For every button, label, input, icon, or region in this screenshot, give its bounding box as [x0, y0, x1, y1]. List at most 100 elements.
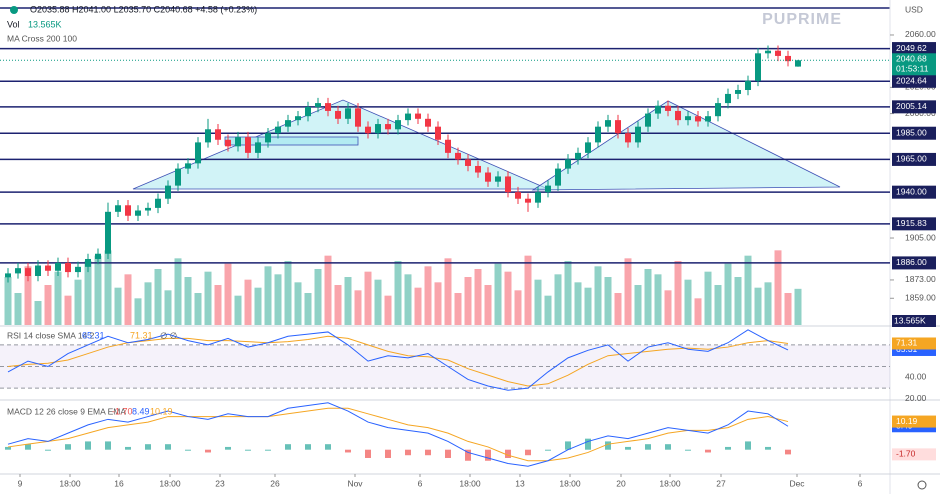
rsi-value-label: 71.31: [896, 338, 918, 348]
candle-body: [65, 262, 71, 273]
macd-histogram: [45, 449, 51, 451]
candle-body: [425, 118, 431, 127]
volume-bar: [314, 269, 322, 325]
macd-histogram: [665, 444, 671, 450]
candle-body: [415, 113, 421, 119]
macd-histogram: [745, 441, 751, 450]
candle-body: [715, 103, 721, 117]
macd-histogram: [205, 449, 211, 453]
level-label: 2049.62: [896, 43, 927, 53]
candle-body: [385, 124, 391, 130]
candle-body: [345, 108, 351, 119]
volume-bar: [784, 293, 792, 325]
volume-bar: [134, 298, 142, 325]
level-box: [892, 185, 936, 199]
candle-body: [695, 116, 701, 122]
level-box: [892, 100, 936, 114]
volume-bar: [794, 288, 802, 325]
candle-body: [355, 108, 361, 127]
volume-bar: [454, 293, 462, 325]
candle-body: [745, 80, 751, 90]
volume-bar: [374, 279, 382, 325]
candle-body: [175, 168, 181, 186]
x-tick-label: 6: [858, 478, 863, 488]
macd-histogram: [345, 449, 351, 453]
volume-bar: [774, 250, 782, 325]
volume-bar: [464, 277, 472, 325]
x-tick-label: 27: [716, 478, 726, 488]
macd-histogram: [225, 446, 231, 450]
candle-body: [265, 133, 271, 143]
level-box: [892, 152, 936, 166]
volume-bar: [604, 277, 612, 325]
macd-histogram: [485, 449, 491, 461]
volume-bar: [594, 266, 602, 325]
x-tick-label: 18:00: [659, 478, 681, 488]
x-tick-label: Nov: [347, 478, 363, 488]
volume-bar: [704, 271, 712, 325]
last-price-box: [892, 53, 936, 76]
candle-body: [755, 53, 761, 81]
macd-histogram: [785, 449, 791, 455]
x-tick-label: 18:00: [459, 478, 481, 488]
macd-header-value: 10.19: [150, 406, 173, 416]
candle-body: [305, 107, 311, 117]
candle-body: [105, 211, 111, 254]
candle-body: [565, 159, 571, 169]
macd-histogram: [325, 444, 331, 450]
volume-bar: [534, 279, 542, 325]
candle-body: [595, 126, 601, 143]
candle-body: [135, 210, 141, 216]
candle-body: [605, 120, 611, 127]
candle-body: [495, 176, 501, 182]
volume-bar: [204, 271, 212, 325]
candle-body: [405, 113, 411, 121]
x-tick-label: 9: [18, 478, 23, 488]
volume-bar: [524, 255, 532, 325]
macd-histogram: [685, 449, 691, 451]
volume-bar: [364, 271, 372, 325]
candle-body: [795, 60, 801, 67]
volume-bar: [634, 285, 642, 325]
rsi-tick-label: 40.00: [905, 372, 927, 382]
level-box: [892, 42, 936, 56]
candle-body: [435, 126, 441, 140]
candle-body: [255, 142, 261, 153]
volume-bar: [584, 287, 592, 325]
level-label: 1965.00: [896, 154, 927, 164]
volume-bar: [474, 269, 482, 325]
candle-body: [275, 126, 281, 134]
ohlc-legend: O2035.88 H2041.00 L2035.70 C2040.68 +4.5…: [30, 4, 257, 14]
countdown: 01:53:11: [896, 64, 929, 74]
volume-bar: [494, 263, 502, 325]
candle-body: [185, 163, 191, 169]
candle-body: [245, 137, 251, 153]
overlay: O2035.88 H2041.00 L2035.70 C2040.68 +4.5…: [7, 4, 936, 490]
candle-body: [585, 142, 591, 153]
settings-icon[interactable]: [917, 480, 927, 490]
volume-bar: [264, 266, 272, 325]
volume-bar: [684, 279, 692, 325]
volume-bar: [514, 290, 522, 325]
macd-histogram: [405, 449, 411, 456]
candle-body: [55, 262, 61, 271]
macd-histogram: [165, 444, 171, 450]
macd-histogram: [285, 444, 291, 450]
volume-bar: [324, 255, 332, 325]
macd-histogram: [25, 444, 31, 450]
candle-body: [335, 110, 341, 119]
x-tick-label: 18:00: [59, 478, 81, 488]
candle-body: [475, 165, 481, 173]
candle-body: [155, 198, 161, 208]
macd-header-value: 8.49: [132, 406, 150, 416]
candle-body: [15, 268, 21, 274]
candle-body: [45, 265, 51, 271]
level-box: [892, 126, 936, 140]
candle-body: [545, 185, 551, 193]
level-label: 1940.00: [896, 186, 927, 196]
macd-histogram: [185, 449, 191, 451]
candle-body: [485, 172, 491, 182]
volume-bar: [54, 271, 62, 325]
volume-bar: [214, 285, 222, 325]
